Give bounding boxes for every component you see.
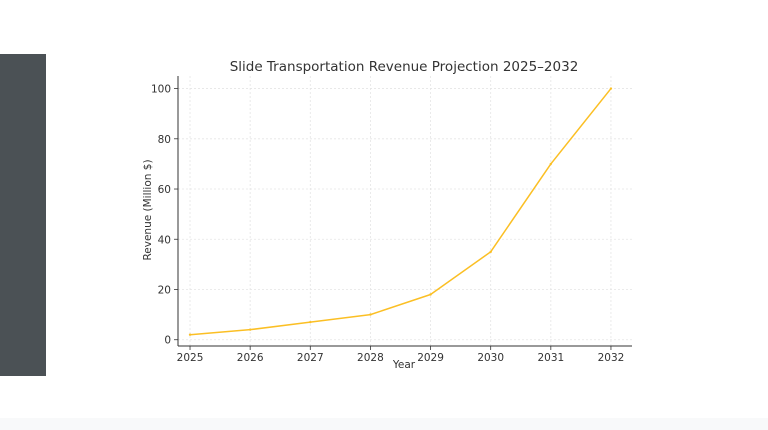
data-point xyxy=(309,320,312,324)
data-point xyxy=(429,293,432,296)
slide-side-bar xyxy=(0,54,46,376)
x-tick-label: 2032 xyxy=(598,352,625,364)
data-point xyxy=(369,313,372,316)
series-line xyxy=(189,88,612,336)
y-tick-label: 100 xyxy=(151,84,171,96)
y-tick-label: 20 xyxy=(158,284,171,296)
y-tick-label: 60 xyxy=(158,184,171,196)
tick-marks: 2025 2026 2027 2028 2029 2030 2031 2032 0 20 40 60 8… xyxy=(151,84,624,364)
data-point xyxy=(549,162,553,166)
data-point xyxy=(489,250,492,254)
x-tick-label: 2027 xyxy=(297,352,324,364)
y-axis-label: Revenue (Million $) xyxy=(142,159,154,260)
y-tick-label: 0 xyxy=(164,335,171,347)
bottom-strip xyxy=(0,418,768,430)
series-layer xyxy=(188,87,613,336)
x-tick-label: 2029 xyxy=(417,352,444,364)
y-tick-label: 40 xyxy=(158,234,171,246)
x-tick-label: 2028 xyxy=(357,352,384,364)
data-point xyxy=(248,328,252,331)
chart-title: Slide Transportation Revenue Projection … xyxy=(230,59,579,75)
x-tick-label: 2025 xyxy=(177,352,204,364)
x-tick-label: 2030 xyxy=(477,352,504,364)
x-tick-label: 2031 xyxy=(537,352,564,364)
x-axis-label: Year xyxy=(392,359,416,371)
grid-lines xyxy=(178,76,632,346)
data-point xyxy=(609,87,613,90)
data-point xyxy=(188,333,192,336)
x-tick-label: 2026 xyxy=(237,352,264,364)
axes xyxy=(177,76,632,347)
y-tick-label: 80 xyxy=(158,134,171,146)
